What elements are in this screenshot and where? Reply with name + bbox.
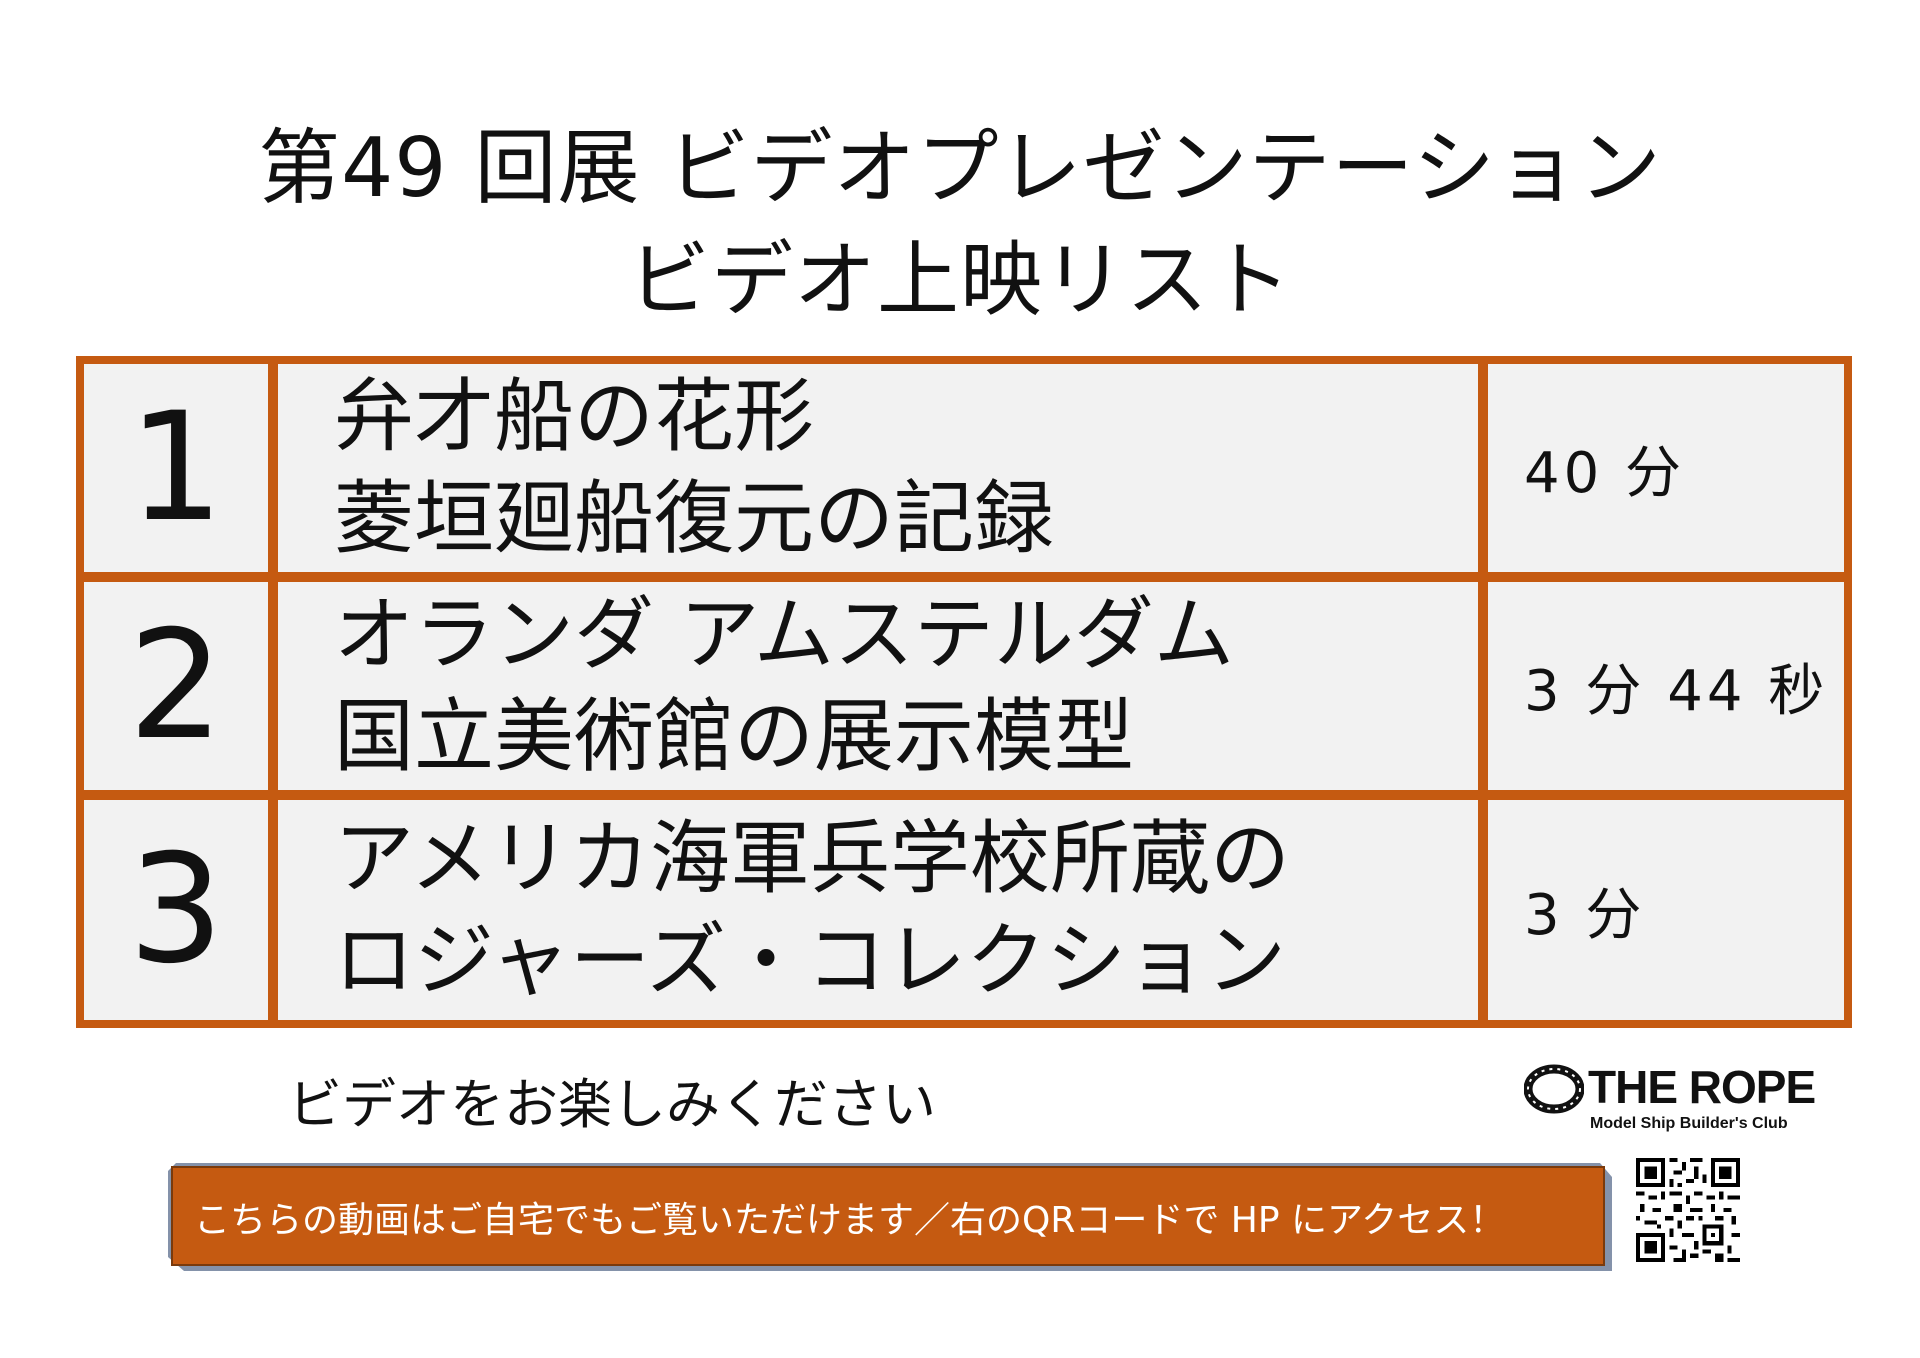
- video-title-line1: オランダ アムステルダム: [334, 588, 1234, 681]
- video-duration-3: 3 分: [1488, 800, 1844, 1020]
- qr-code-icon[interactable]: [1636, 1158, 1740, 1262]
- video-table: 1 弁才船の花形 菱垣廻船復元の記録 40 分 2 オランダ アムステルダム 国…: [76, 356, 1852, 1028]
- video-title-cell-2: オランダ アムステルダム 国立美術館の展示模型: [278, 582, 1478, 790]
- banner-text: こちらの動画はご自宅でもご覧いただけます／右のQRコードで HP にアクセス！: [194, 1200, 1506, 1241]
- video-title-line1: 弁才船の花形: [334, 370, 814, 463]
- row-number-1: 1: [84, 364, 268, 572]
- info-banner: こちらの動画はご自宅でもご覧いただけます／右のQRコードで HP にアクセス！: [168, 1163, 1612, 1271]
- rope-ring-icon: [1524, 1064, 1584, 1114]
- logo-subtitle: Model Ship Builder's Club: [1590, 1115, 1788, 1132]
- video-duration-1: 40 分: [1488, 364, 1844, 572]
- page-subtitle: ビデオ上映リスト: [627, 233, 1292, 328]
- video-title-line2: ロジャーズ・コレクション: [334, 914, 1286, 1007]
- video-title-cell-3: アメリカ海軍兵学校所蔵の ロジャーズ・コレクション: [278, 800, 1478, 1020]
- video-title-line2: 国立美術館の展示模型: [334, 690, 1134, 783]
- video-title-cell-1: 弁才船の花形 菱垣廻船復元の記録: [278, 364, 1478, 572]
- enjoy-message: ビデオをお楽しみください: [288, 1073, 936, 1136]
- row-number-3: 3: [84, 800, 268, 1020]
- video-duration-2: 3 分 44 秒: [1488, 582, 1844, 790]
- page-title: 第49 回展 ビデオプレゼンテーション: [258, 121, 1662, 216]
- row-number-2: 2: [84, 582, 268, 790]
- club-logo: THE ROPE Model Ship Builder's Club: [1524, 1060, 1834, 1134]
- video-title-line2: 菱垣廻船復元の記録: [334, 472, 1054, 565]
- logo-name: THE ROPE: [1588, 1061, 1816, 1113]
- video-title-line1: アメリカ海軍兵学校所蔵の: [334, 812, 1290, 905]
